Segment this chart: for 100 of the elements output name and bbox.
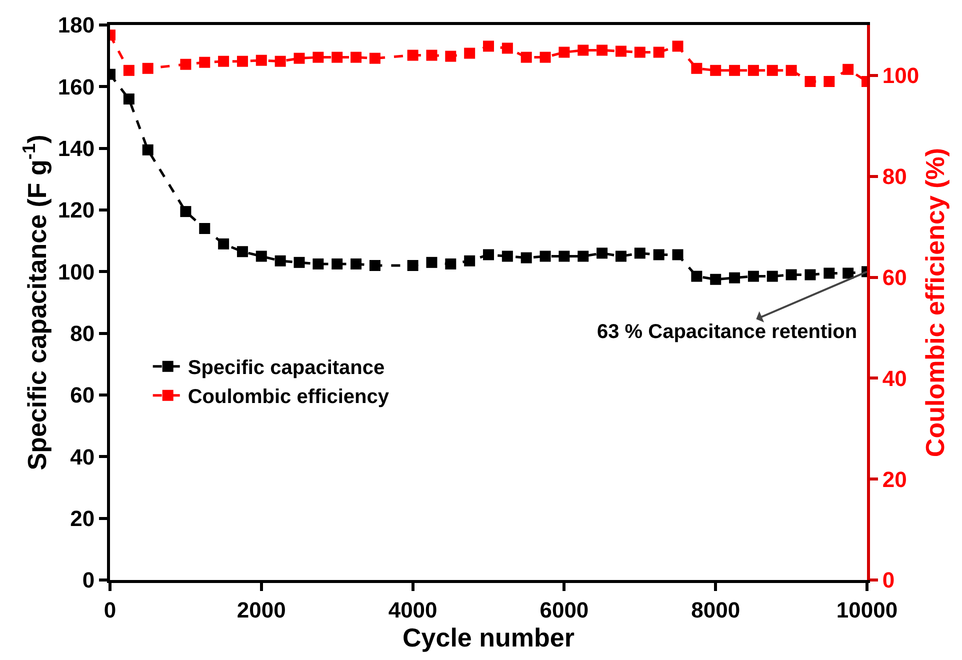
point — [672, 249, 684, 260]
point — [445, 258, 456, 270]
point — [766, 270, 778, 282]
point — [312, 52, 324, 63]
y2-tick-label: 100 — [882, 63, 920, 88]
y-tick-label: 160 — [58, 74, 95, 100]
point — [483, 40, 494, 52]
point — [691, 62, 702, 74]
y2-tick-label: 80 — [882, 164, 907, 190]
point — [653, 249, 664, 260]
x-tick-label: 6000 — [540, 597, 589, 622]
legend-label: Specific capacitance — [188, 357, 385, 380]
point — [294, 256, 305, 268]
y-tick-label: 20 — [70, 506, 95, 532]
point — [804, 269, 816, 280]
x-tick-label: 4000 — [388, 597, 438, 622]
point — [729, 64, 740, 76]
point — [256, 54, 267, 66]
y-tick-label: 80 — [70, 321, 95, 346]
point — [710, 274, 722, 285]
point — [634, 46, 646, 58]
y-tick-label: 0 — [82, 568, 95, 593]
point — [596, 248, 608, 259]
x-tick-label: 10000 — [836, 597, 898, 622]
point — [842, 64, 854, 75]
point — [502, 42, 513, 54]
y-tick-label: 40 — [70, 444, 95, 470]
point — [426, 256, 438, 268]
point — [804, 76, 816, 88]
x-tick-label: 2000 — [236, 597, 286, 622]
point — [142, 62, 154, 74]
legend-label: Coulombic efficiency — [188, 386, 390, 408]
point — [748, 64, 759, 76]
point — [748, 270, 759, 282]
point — [256, 250, 267, 262]
y-tick-label: 60 — [70, 382, 95, 408]
point — [558, 46, 570, 58]
point — [180, 206, 192, 218]
point — [407, 260, 418, 271]
point — [236, 56, 248, 67]
point — [180, 58, 192, 70]
point — [464, 255, 476, 266]
y2-tick-label: 40 — [882, 366, 907, 391]
point — [350, 258, 362, 270]
y2-tick-label: 20 — [882, 466, 907, 492]
point — [824, 76, 835, 88]
point — [332, 52, 343, 63]
point — [294, 52, 305, 64]
point — [520, 252, 532, 264]
point — [502, 250, 513, 262]
point — [199, 223, 210, 234]
point — [786, 64, 797, 76]
point — [615, 46, 626, 57]
point — [578, 250, 589, 262]
point — [312, 258, 324, 270]
point — [445, 50, 456, 62]
point — [729, 272, 740, 284]
y-tick-label: 180 — [58, 12, 95, 38]
point — [332, 258, 343, 270]
y2-tick-label: 0 — [882, 568, 895, 593]
point — [142, 144, 154, 156]
point — [464, 48, 476, 59]
y2-axis-title: Coulombic efficiency (%) — [920, 148, 950, 458]
point — [274, 56, 286, 67]
point — [218, 238, 230, 250]
point — [483, 249, 494, 260]
point — [558, 250, 570, 262]
y-tick-label: 140 — [58, 136, 95, 162]
point — [653, 46, 664, 58]
x-tick-label: 0 — [104, 597, 116, 622]
point — [199, 56, 210, 68]
point — [842, 268, 854, 279]
x-axis-title: Cycle number — [402, 622, 574, 652]
point — [672, 40, 684, 52]
point — [766, 64, 778, 76]
point — [236, 246, 248, 258]
point — [710, 64, 722, 76]
point — [274, 255, 286, 266]
point — [426, 50, 438, 61]
x-tick-label: 8000 — [691, 597, 740, 622]
point — [350, 52, 362, 63]
y-tick-label: 120 — [58, 198, 95, 223]
point — [786, 269, 797, 280]
point — [123, 64, 134, 76]
y-tick-label: 100 — [58, 259, 95, 284]
annotation: 63 % Capacitance retention — [597, 321, 858, 343]
point — [520, 52, 532, 63]
point — [596, 44, 608, 56]
point — [369, 52, 380, 64]
point — [218, 56, 230, 67]
y2-tick-label: 60 — [882, 264, 907, 290]
point — [369, 260, 380, 271]
point — [634, 248, 646, 259]
point — [578, 44, 589, 56]
point — [615, 250, 626, 262]
point — [540, 250, 551, 262]
point — [407, 50, 418, 61]
point — [824, 268, 835, 279]
point — [540, 52, 551, 63]
point — [691, 270, 702, 282]
